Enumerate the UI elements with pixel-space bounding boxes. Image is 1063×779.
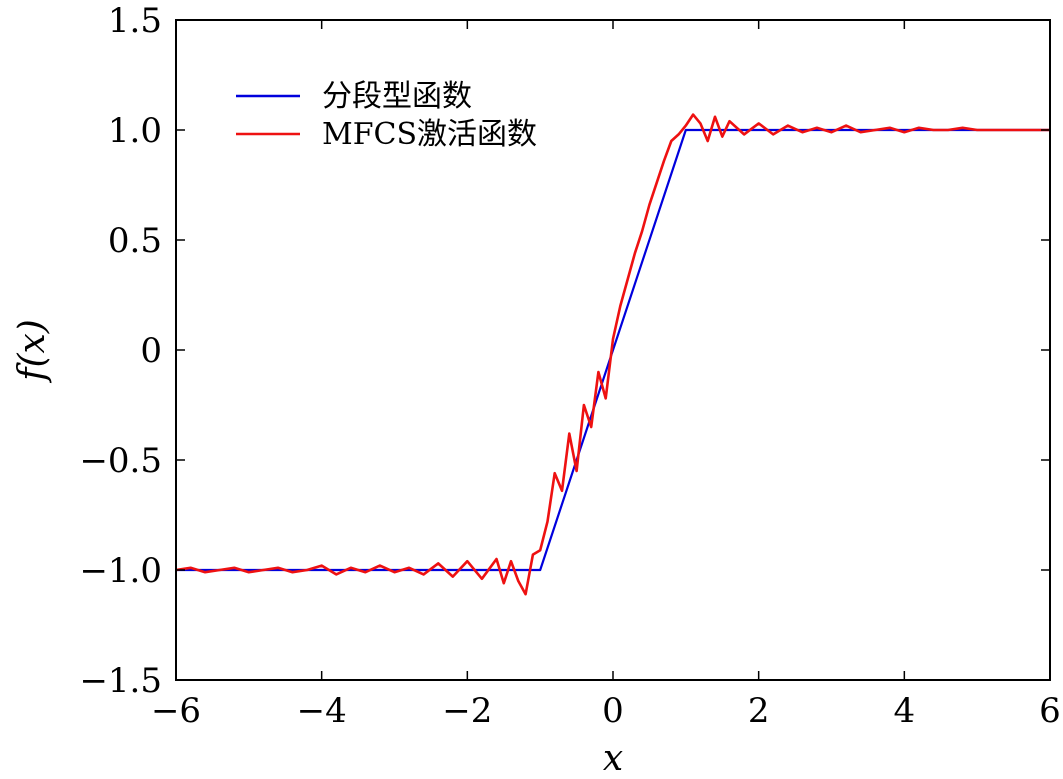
plot-lines xyxy=(175,113,1050,596)
ticks xyxy=(175,19,1051,681)
x-tick-label: 6 xyxy=(1039,691,1061,731)
y-axis-label: f(x) xyxy=(12,319,53,384)
y-tick-label: 0 xyxy=(140,331,162,371)
y-tick-label: −0.5 xyxy=(79,441,162,481)
y-tick-label: −1.0 xyxy=(79,551,162,591)
x-tick-label: 0 xyxy=(602,691,624,731)
y-tick-label: −1.5 xyxy=(79,661,162,701)
series-line-2 xyxy=(175,113,1050,596)
series-line-1 xyxy=(176,128,1050,572)
x-tick-label: −4 xyxy=(297,691,347,731)
x-tick-label: 4 xyxy=(894,691,916,731)
x-tick-label: −2 xyxy=(442,691,492,731)
legend-label-2: MFCS激活函数 xyxy=(322,117,537,152)
x-axis-label: x xyxy=(603,738,623,779)
tick-labels: −6 −4 −2 0 2 4 6 −1.5 −1.0 −0.5 0 0.5 1.0 1.5 xyxy=(79,1,1060,731)
y-tick-label: 0.5 xyxy=(108,221,162,261)
x-tick-label: −6 xyxy=(151,691,201,731)
y-tick-label: 1.5 xyxy=(108,1,162,41)
x-tick-label: 2 xyxy=(748,691,770,731)
y-tick-label: 1.0 xyxy=(108,111,162,151)
legend-label-1: 分段型函数 xyxy=(322,79,472,114)
